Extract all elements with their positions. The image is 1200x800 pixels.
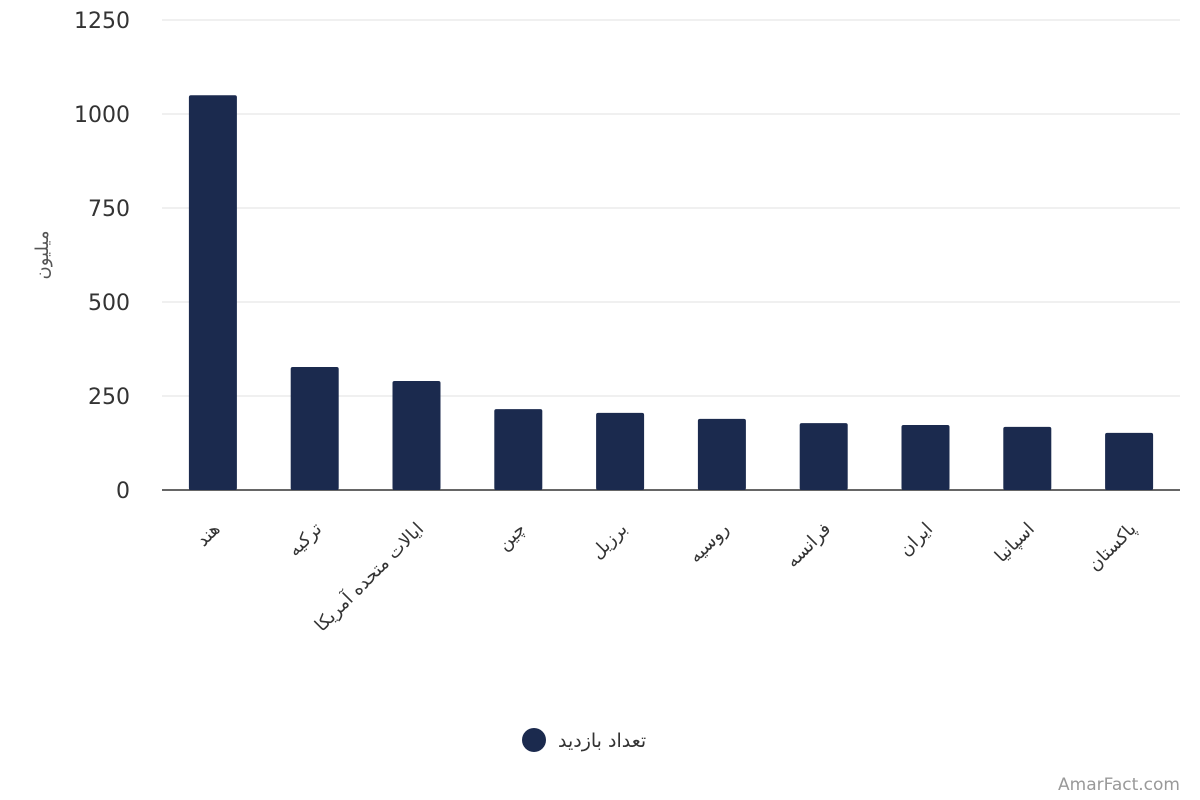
x-tick-label: هند bbox=[192, 519, 224, 551]
x-tick-label: چین bbox=[494, 519, 530, 555]
y-axis-label: میلیون bbox=[32, 231, 53, 280]
bar bbox=[392, 380, 441, 490]
y-tick-label: 0 bbox=[116, 479, 130, 504]
x-tick-label: پاکستان bbox=[1084, 519, 1141, 576]
y-tick-label: 250 bbox=[88, 385, 130, 410]
watermark: AmarFact.com bbox=[1058, 775, 1180, 795]
x-tick-label: ایالات متحده آمریکا bbox=[309, 517, 428, 636]
x-tick-label: برزیل bbox=[587, 519, 632, 564]
x-tick-label: روسیه bbox=[685, 519, 733, 567]
bar bbox=[799, 423, 848, 490]
bar bbox=[290, 367, 339, 490]
bar bbox=[1105, 432, 1154, 490]
x-tick-label: ایران bbox=[895, 519, 937, 561]
y-tick-label: 1250 bbox=[74, 9, 130, 34]
x-tick-label: ترکیه bbox=[284, 519, 326, 561]
x-tick-label: فرانسه bbox=[782, 519, 835, 572]
x-tick-label: اسپانیا bbox=[991, 519, 1039, 567]
bar bbox=[596, 412, 645, 490]
bar bbox=[901, 424, 950, 490]
bar bbox=[697, 418, 746, 490]
y-tick-label: 750 bbox=[88, 197, 130, 222]
legend-marker bbox=[522, 728, 546, 752]
y-tick-label: 1000 bbox=[74, 103, 130, 128]
bar bbox=[494, 409, 543, 490]
legend-label: تعداد بازدید bbox=[558, 730, 646, 752]
y-tick-label: 500 bbox=[88, 291, 130, 316]
bar bbox=[1003, 426, 1052, 490]
bar bbox=[188, 95, 237, 490]
